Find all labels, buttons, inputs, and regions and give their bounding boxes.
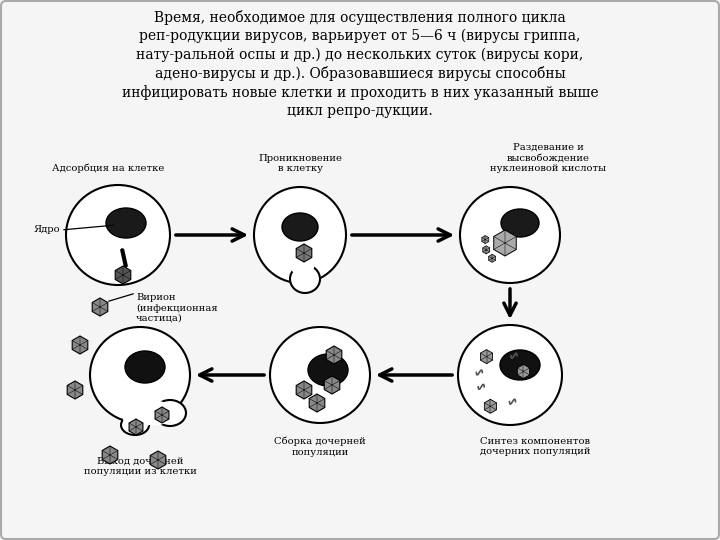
Polygon shape — [102, 446, 118, 464]
Polygon shape — [482, 235, 489, 244]
Ellipse shape — [501, 209, 539, 237]
Ellipse shape — [125, 351, 165, 383]
Polygon shape — [326, 346, 342, 364]
Text: Вирион
(инфекционная
частица): Вирион (инфекционная частица) — [136, 293, 217, 323]
Polygon shape — [485, 399, 497, 413]
Polygon shape — [155, 407, 169, 423]
Ellipse shape — [458, 325, 562, 425]
Ellipse shape — [121, 415, 149, 435]
Text: Сборка дочерней
популяции: Сборка дочерней популяции — [274, 437, 366, 457]
Polygon shape — [67, 381, 83, 399]
Ellipse shape — [254, 187, 346, 283]
Polygon shape — [518, 364, 529, 379]
Ellipse shape — [270, 327, 370, 423]
Polygon shape — [92, 298, 108, 316]
Ellipse shape — [282, 213, 318, 241]
Text: Время, необходимое для осуществления полного цикла
реп-родукции вирусов, варьиру: Время, необходимое для осуществления пол… — [122, 10, 598, 118]
Ellipse shape — [500, 350, 540, 380]
Text: Ядро: Ядро — [33, 226, 60, 234]
Ellipse shape — [289, 255, 315, 275]
Text: Адсорбция на клетке: Адсорбция на клетке — [52, 164, 164, 173]
Polygon shape — [296, 381, 312, 399]
Ellipse shape — [460, 187, 560, 283]
Polygon shape — [129, 419, 143, 435]
Polygon shape — [72, 336, 88, 354]
Polygon shape — [324, 376, 340, 394]
Polygon shape — [309, 394, 325, 412]
Polygon shape — [115, 266, 131, 284]
Ellipse shape — [106, 208, 146, 238]
Ellipse shape — [154, 400, 186, 426]
Text: Раздевание и
высвобождение
нуклеиновой кислоты: Раздевание и высвобождение нуклеиновой к… — [490, 143, 606, 173]
Polygon shape — [494, 230, 516, 256]
Polygon shape — [489, 254, 495, 262]
Polygon shape — [480, 349, 492, 363]
Ellipse shape — [290, 265, 320, 293]
Ellipse shape — [138, 401, 173, 426]
Text: Синтез компонентов
дочерних популяций: Синтез компонентов дочерних популяций — [480, 437, 590, 456]
Text: Выход дочерней
популяции из клетки: Выход дочерней популяции из клетки — [84, 457, 197, 476]
Text: Проникновение
в клетку: Проникновение в клетку — [258, 153, 342, 173]
Polygon shape — [296, 244, 312, 262]
Ellipse shape — [123, 410, 153, 428]
Polygon shape — [482, 246, 490, 254]
Polygon shape — [150, 451, 166, 469]
Ellipse shape — [90, 327, 190, 423]
Ellipse shape — [308, 354, 348, 386]
Ellipse shape — [66, 185, 170, 285]
